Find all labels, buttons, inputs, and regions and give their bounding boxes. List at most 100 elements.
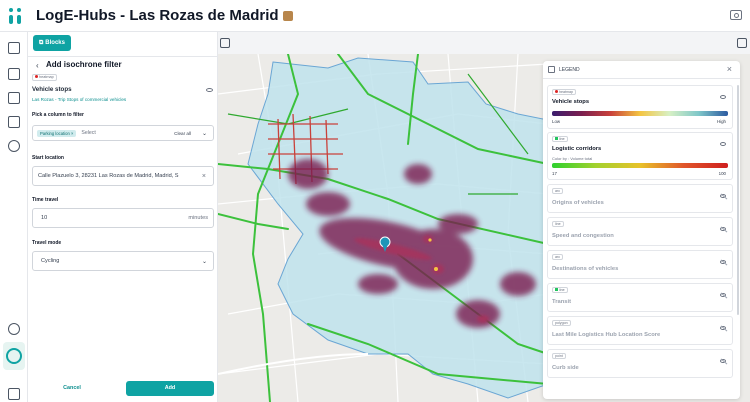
legend-item-name: Logistic corridors [552,146,602,152]
visibility-icon[interactable] [720,95,726,99]
legend-item-name: Transit [552,299,572,305]
toggle-legend-icon[interactable] [737,38,747,48]
column-chip[interactable]: Parking location × [37,129,77,137]
legend-item-speed[interactable]: line Speed and congestion [547,217,733,246]
legend-item-logistic-corridors[interactable]: line Logistic corridors Color by : Volum… [547,132,733,180]
clear-icon[interactable]: × [201,172,206,180]
cart-icon[interactable] [8,116,20,128]
close-icon[interactable]: × [726,64,732,74]
legend-item-destinations[interactable]: arc Destinations of vehicles [547,250,733,279]
cancel-button[interactable]: Cancel [63,385,81,391]
gradient-min-label: 17 [552,171,557,176]
color-by-label: Color by : Volume total [552,156,593,161]
icon-rail [0,32,28,402]
isochrone-panel: ⧉ Blocks ‹ Add isochrone filter heatmap … [28,32,218,402]
hidden-icon[interactable] [720,194,726,198]
visibility-icon[interactable] [720,142,726,146]
clear-all-button[interactable]: Clear all [174,130,191,136]
gradient-max-label: 100 [718,171,726,176]
legend-item-name: Curb side [552,365,579,371]
home-icon[interactable] [8,42,20,54]
layer-type-badge: heatmap [32,74,57,81]
collapse-icon[interactable] [8,388,20,400]
main-roads [218,353,369,375]
chevron-down-icon[interactable]: ⌄ [201,130,207,137]
toggle-panel-icon[interactable] [220,38,230,48]
layer-type-badge: line [552,136,568,142]
help-icon[interactable] [8,323,20,335]
app-logo [6,5,28,27]
hidden-icon[interactable] [720,227,726,231]
legend-item-name: Speed and congestion [552,233,614,239]
legend-item-curb-side[interactable]: point Curb side [547,349,733,378]
fingerprint-icon [6,348,22,364]
panel-title: Add isochrone filter [46,60,122,69]
time-travel-label: Time travel [32,197,59,203]
legend-icon [548,66,555,73]
map-canvas[interactable]: LEGEND × heatmap Vehicle stops Low High … [218,54,750,402]
camera-icon[interactable] [730,10,742,20]
heatmap-gradient [552,111,728,116]
layer-type-badge: line [552,287,568,293]
travel-mode-label: Travel mode [32,240,62,246]
legend-item-transit[interactable]: line Transit [547,283,733,312]
gradient-high-label: High [716,119,726,124]
columns-label: Pick a column to filter [32,112,84,118]
heatmap-hotspots [354,235,489,323]
legend-item-name: Last Mile Logistics Hub Location Score [552,332,661,338]
layer-type-badge: point [552,353,566,359]
package-icon [282,10,293,21]
time-travel-input[interactable]: 10 minutes [32,208,214,228]
hidden-icon[interactable] [720,293,726,297]
hidden-icon[interactable] [720,359,726,363]
divider [28,56,218,57]
map-svg [218,54,549,402]
start-location-value: Calle Plazuelo 3, 28231 Las Rozas de Mad… [38,173,179,179]
chip-close-icon: × [70,130,74,136]
column-select[interactable]: Parking location × Select Clear all ⌄ [32,125,214,141]
gradient-low-label: Low [552,119,561,124]
layer-description: Las Rozas - Trip Stops of commercial veh… [32,97,127,102]
add-button[interactable]: Add [126,381,214,396]
top-bar: LogE-Hubs - Las Rozas de Madrid [0,0,750,32]
folder-icon[interactable] [8,68,20,80]
legend-title: LEGEND [559,67,580,73]
chevron-down-icon[interactable]: ⌄ [201,258,207,265]
legend-item-origins[interactable]: arc Origins of vehicles [547,184,733,213]
blocks-button[interactable]: ⧉ Blocks [33,35,71,51]
legend-item-name: Destinations of vehicles [552,266,619,272]
shield-icon[interactable] [8,140,20,152]
layer-name: Vehicle stops [32,86,72,93]
origin-marker[interactable] [379,236,391,252]
heatmap-peaks [428,238,438,271]
time-travel-value: 10 [41,215,48,221]
legend-panel: LEGEND × heatmap Vehicle stops Low High … [543,61,740,399]
corridor-gradient [552,163,728,168]
hidden-icon[interactable] [720,260,726,264]
map-area: LEGEND × heatmap Vehicle stops Low High … [218,32,750,402]
report-icon[interactable] [8,92,20,104]
layer-type-badge: heatmap [552,89,576,95]
time-unit: minutes [188,215,208,221]
travel-mode-select[interactable]: Cycling ⌄ [32,251,214,271]
layer-type-badge: line [552,221,564,227]
legend-item-vehicle-stops[interactable]: heatmap Vehicle stops Low High [547,85,733,129]
legend-header: LEGEND × [543,61,740,79]
back-icon[interactable]: ‹ [36,61,39,70]
legend-scrollbar[interactable] [737,85,739,315]
layer-type-badge: polygon [552,320,571,326]
blocks-icon: ⧉ [39,39,44,46]
layer-type-badge: arc [552,254,563,260]
hidden-icon[interactable] [720,326,726,330]
legend-item-hub-score[interactable]: polygon Last Mile Logistics Hub Location… [547,316,733,345]
layer-type-badge: arc [552,188,563,194]
travel-mode-value: Cycling [41,258,60,264]
app-title: LogE-Hubs - Las Rozas de Madrid [36,7,279,24]
visibility-icon[interactable] [206,88,213,92]
start-location-label: Start location [32,155,64,161]
select-placeholder: Select [81,130,96,136]
start-location-input[interactable]: Calle Plazuelo 3, 28231 Las Rozas de Mad… [32,166,214,186]
legend-item-name: Origins of vehicles [552,200,604,206]
fingerprint-nav-item[interactable] [3,342,25,370]
legend-item-name: Vehicle stops [552,99,590,105]
